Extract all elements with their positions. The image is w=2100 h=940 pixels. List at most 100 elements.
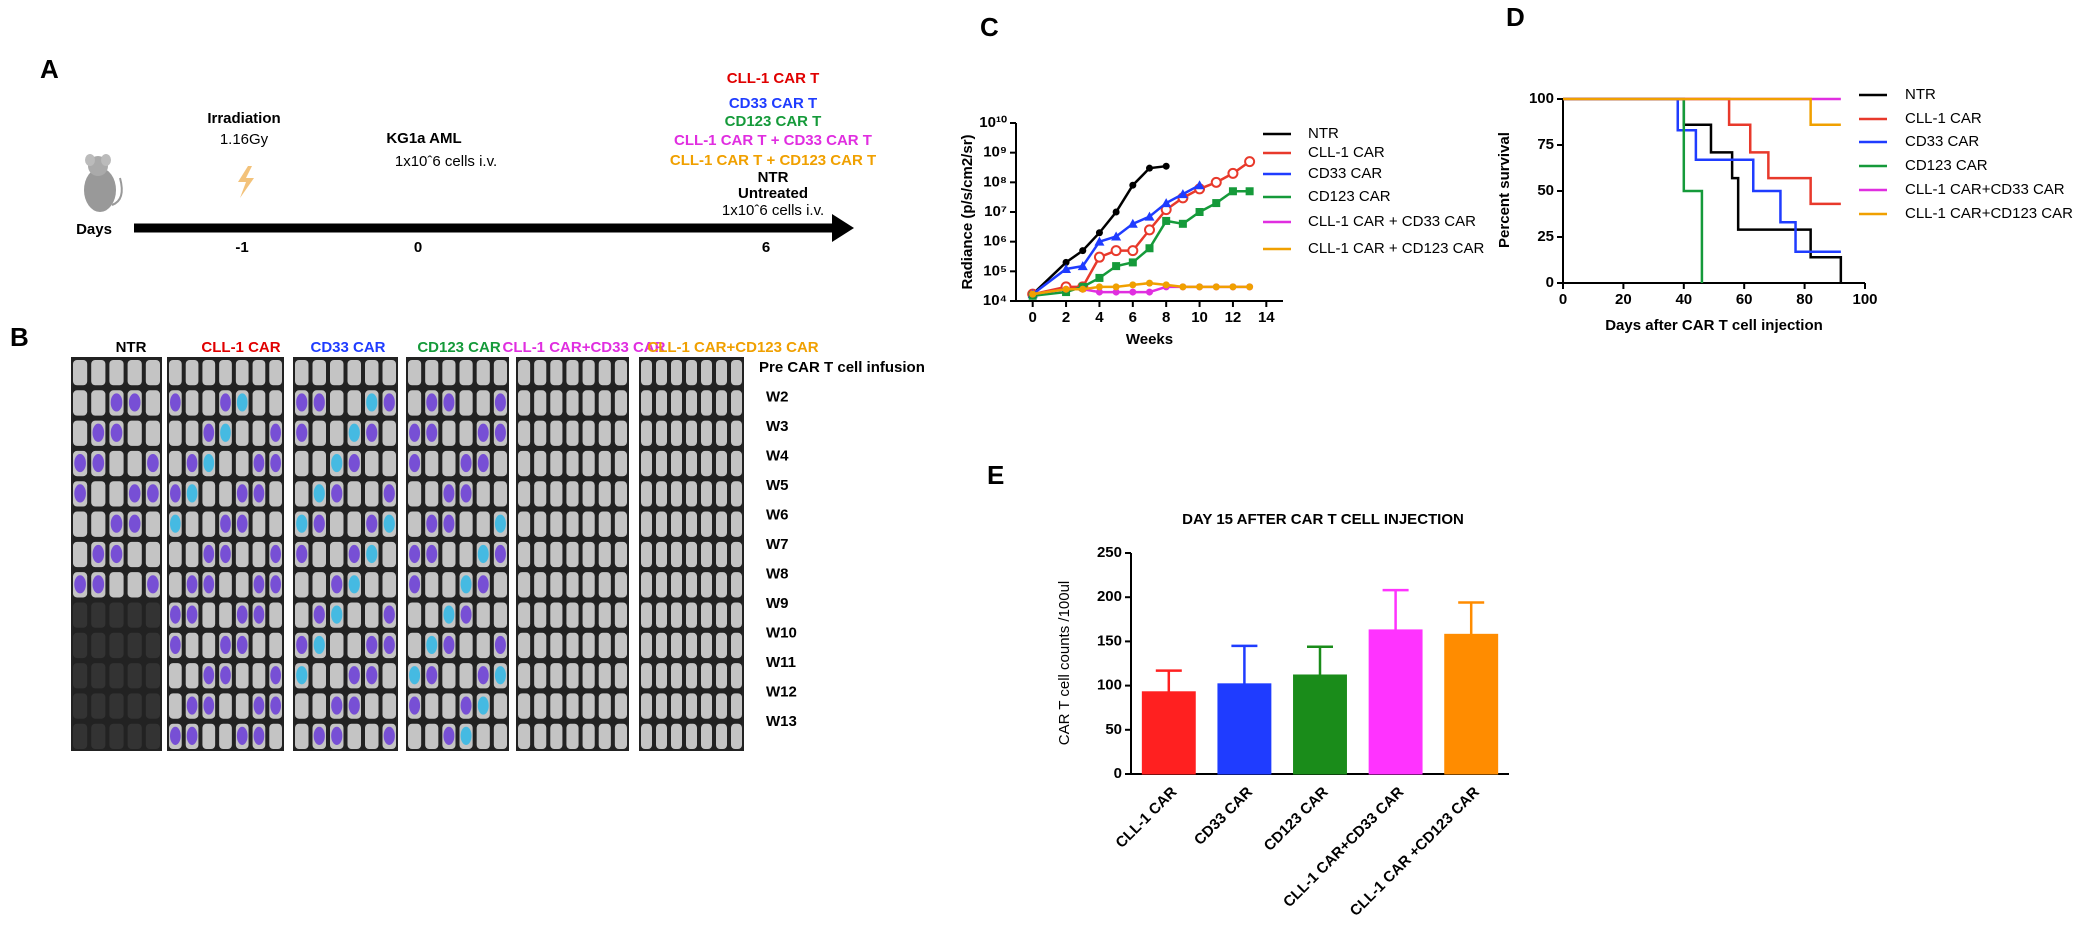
signal-blob [460,575,472,594]
mouse-icon [84,154,123,212]
mouse-image [127,632,142,659]
mouse-image [91,723,106,749]
mouse-image [582,360,595,386]
timeline-day: -1 [235,239,248,256]
mouse-image [582,602,595,628]
mouse-image [731,541,742,568]
signal-blob [253,575,265,594]
mouse-image [312,572,326,598]
mouse-image [442,693,456,719]
mouse-image [716,511,727,537]
row-label: W8 [766,565,789,582]
mouse-image [459,420,473,446]
mouse-image [476,360,490,386]
mouse-image [312,360,326,386]
mouse-image [716,541,727,568]
mouse-image [219,450,232,477]
mouse-image [656,390,667,416]
mouse-image [518,602,531,628]
mouse-image [686,602,697,628]
mouse-image [701,390,712,416]
signal-blob [443,605,455,624]
mouse-image [219,723,232,749]
point [1095,283,1103,291]
y-axis-label: CAR T cell counts /100ul [1056,581,1073,746]
mouse-image [731,390,742,416]
mouse-image [598,693,611,719]
timeline-day: 6 [762,239,770,256]
mouse-image [330,511,344,537]
signal-blob [236,605,248,624]
signal-blob [494,393,506,412]
point [1111,231,1122,241]
mouse-image [614,663,627,689]
mouse-image [252,390,266,416]
x-tick-label: 14 [1258,309,1275,326]
signal-blob [186,484,198,503]
signal-blob [270,575,281,594]
mouse-image [73,390,88,416]
mouse-image [109,450,124,477]
point [1127,218,1138,228]
signal-blob [477,544,489,564]
y-tick-label: 100 [1529,90,1554,107]
mouse-image [493,693,507,719]
mouse-image [598,450,611,477]
mouse-image [614,632,627,659]
mouse-image [145,541,160,568]
mouse-image [716,360,727,386]
mouse-image [716,663,727,689]
mouse-image [425,360,439,386]
mouse-image [109,723,124,749]
point [1110,245,1122,257]
signal-blob [477,575,489,594]
mouse-image [582,511,595,537]
signal-blob [348,453,360,473]
y-tick-label: 10⁴ [983,292,1007,309]
signal-blob [128,484,141,503]
mouse-image [641,390,652,416]
mouse-image [518,663,531,689]
mouse-image [716,450,727,477]
mouse-image [716,632,727,659]
mouse-image [169,572,182,598]
mouse-image [598,390,611,416]
mouse-image [686,693,697,719]
mouse-image [185,420,199,446]
bar [1293,674,1347,775]
mouse-image [219,602,232,628]
mouse-image [641,481,652,507]
x-tick-label: 8 [1162,309,1170,326]
irradiation-title: Irradiation [207,110,280,127]
mouse-image [91,481,106,507]
signal-blob [494,514,506,533]
mouse-image [534,693,547,719]
mouse-image [295,572,309,598]
signal-blob [348,666,360,685]
bar [1141,691,1196,775]
mouse-image [641,602,652,628]
mouse-image [235,663,249,689]
mouse-image [109,693,124,719]
signal-blob [253,696,265,715]
panel-label: B [10,322,29,352]
mouse-image [425,602,439,628]
mouse-image [109,360,124,386]
signal-blob [460,484,472,503]
mouse-image [73,693,88,719]
point [1244,156,1256,168]
mouse-image [235,541,249,568]
point [1210,176,1222,188]
signal-blob [494,635,506,655]
mouse-image [671,390,682,416]
y-tick-label: 100 [1097,677,1122,694]
y-tick-label: 250 [1097,544,1122,561]
mouse-image [566,420,579,446]
mouse-image [408,511,422,537]
signal-blob [220,393,231,412]
point [1095,273,1104,282]
mouse-image [347,632,361,659]
mouse-image [598,572,611,598]
x-axis-label: Weeks [1126,331,1173,348]
point [1245,187,1254,196]
